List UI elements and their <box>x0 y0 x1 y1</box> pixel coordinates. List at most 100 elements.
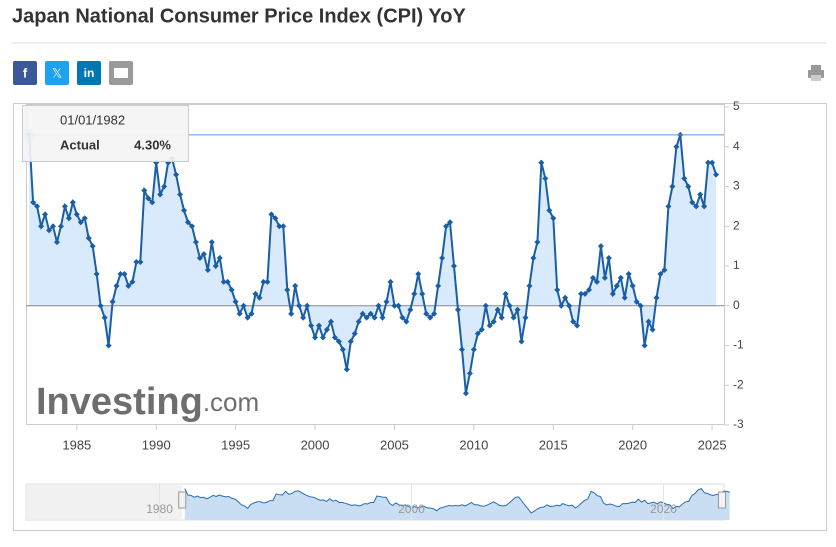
point <box>621 294 628 301</box>
tooltip-value: 4.30% <box>134 137 171 152</box>
point <box>478 326 485 333</box>
point <box>451 263 458 269</box>
point <box>121 270 128 277</box>
linkedin-button[interactable] <box>77 61 101 85</box>
point <box>276 223 283 230</box>
x-button[interactable] <box>45 61 69 85</box>
point <box>399 314 406 321</box>
point <box>264 278 271 285</box>
point <box>470 346 477 353</box>
point <box>312 334 319 341</box>
point <box>53 239 60 246</box>
point <box>375 302 382 309</box>
point <box>204 266 211 273</box>
area <box>29 134 717 394</box>
point <box>431 310 438 317</box>
y-tick-label: 3 <box>733 179 740 193</box>
point <box>34 203 41 210</box>
navigator-handle[interactable] <box>718 491 726 509</box>
point <box>69 199 76 206</box>
point <box>57 223 64 230</box>
navigator-line <box>184 487 730 514</box>
point <box>137 259 144 266</box>
linkedin-icon: in <box>84 66 95 80</box>
point <box>304 302 311 309</box>
point <box>232 298 239 305</box>
point <box>228 286 235 293</box>
point <box>454 306 461 313</box>
point <box>97 302 104 309</box>
point <box>188 223 195 230</box>
point <box>192 239 199 246</box>
point <box>93 270 100 277</box>
point <box>447 219 454 226</box>
facebook-icon: f <box>23 65 28 80</box>
point <box>510 314 517 321</box>
point <box>256 294 263 301</box>
point <box>550 215 557 222</box>
point <box>196 255 203 262</box>
tooltip: 01/01/1982 Actual 4.30% <box>22 105 189 162</box>
point <box>530 255 537 262</box>
point <box>462 390 469 397</box>
point <box>363 314 370 321</box>
point <box>661 266 668 273</box>
point <box>522 314 529 321</box>
point <box>347 338 354 345</box>
y-tick-label: 4 <box>733 139 740 153</box>
point <box>482 302 489 309</box>
point <box>645 318 652 325</box>
point <box>109 298 116 305</box>
point <box>713 171 720 178</box>
y-tick-label: -3 <box>733 417 744 431</box>
y-tick-label: 2 <box>733 218 740 232</box>
point <box>343 366 350 373</box>
point <box>331 334 338 341</box>
point <box>117 270 124 277</box>
point <box>574 322 581 329</box>
point <box>490 318 497 325</box>
tooltip-date: 01/01/1982 <box>60 112 125 127</box>
point <box>542 175 549 182</box>
point <box>327 318 334 325</box>
mail-icon <box>114 68 128 78</box>
chart-frame <box>13 103 827 531</box>
point <box>403 318 410 325</box>
navigator-tick-label: 1980 <box>146 502 173 516</box>
point <box>200 251 207 258</box>
point <box>81 215 88 222</box>
point <box>280 223 287 230</box>
facebook-button[interactable] <box>13 61 37 85</box>
watermark-brand: Investing <box>36 381 203 423</box>
point <box>570 318 577 325</box>
point <box>613 282 620 289</box>
point <box>554 286 561 293</box>
point <box>113 282 120 289</box>
y-tick-label: 1 <box>733 258 740 272</box>
point <box>272 215 279 222</box>
point <box>435 282 442 289</box>
chart-title: Japan National Consumer Price Index (CPI… <box>12 5 466 27</box>
x-tick-label: 2005 <box>380 437 409 452</box>
point <box>689 199 696 206</box>
print-button[interactable] <box>808 65 824 81</box>
point <box>49 223 56 230</box>
point <box>73 211 80 218</box>
navigator-area <box>184 488 730 520</box>
point <box>586 286 593 293</box>
y-tick-label: 5 <box>733 99 740 113</box>
point <box>145 195 152 202</box>
point <box>300 314 307 321</box>
share-buttons: f 𝕏 in <box>13 61 824 85</box>
navigator-handle[interactable] <box>178 491 187 509</box>
point <box>335 338 342 345</box>
point <box>367 310 374 317</box>
point <box>181 207 188 214</box>
point <box>657 270 664 277</box>
x-icon: 𝕏 <box>52 65 62 80</box>
point <box>224 278 231 285</box>
point <box>323 326 330 333</box>
watermark-suffix: .com <box>203 387 259 417</box>
x-tick-label: 2025 <box>698 437 727 452</box>
